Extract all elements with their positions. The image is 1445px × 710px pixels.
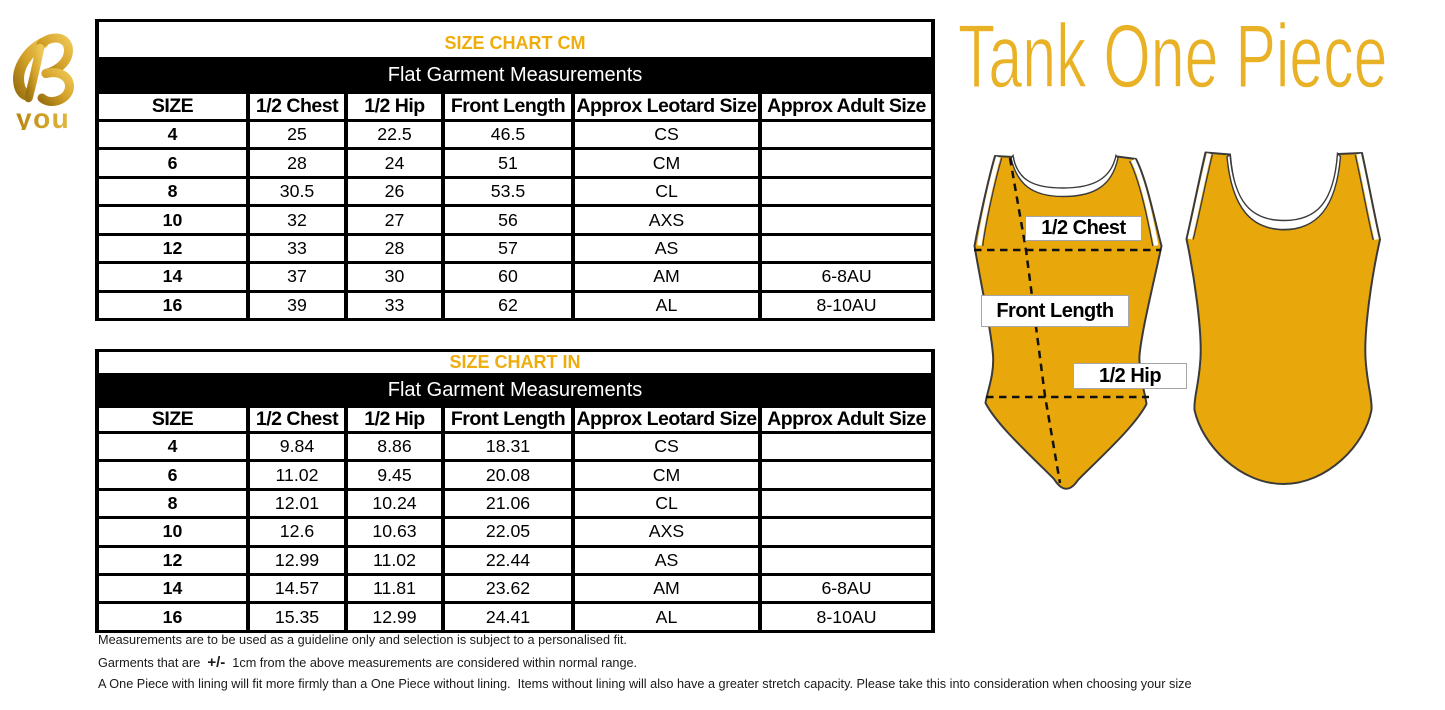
svg-text:you: you (16, 103, 70, 130)
